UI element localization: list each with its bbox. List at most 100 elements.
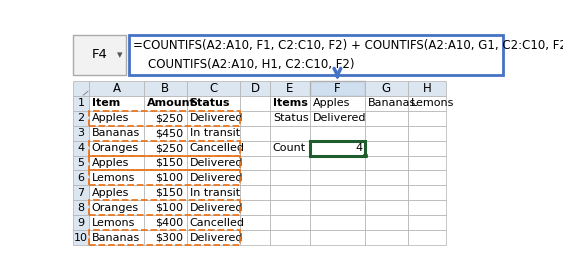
Bar (240, 81, 270, 96)
Bar (186, 155, 240, 170)
Bar (240, 155, 270, 170)
Text: Delivered: Delivered (313, 113, 367, 123)
Bar (310, 141, 365, 155)
Bar (408, 111, 446, 126)
Text: Items: Items (272, 98, 307, 108)
Bar (408, 185, 446, 200)
Text: $250: $250 (155, 143, 184, 153)
Bar (270, 200, 310, 215)
Bar (310, 81, 365, 96)
Bar (129, 35, 503, 75)
Bar (365, 155, 408, 170)
Bar (73, 200, 89, 215)
Bar (89, 185, 144, 200)
Bar (144, 126, 186, 141)
Text: Apples: Apples (92, 188, 129, 198)
Bar (73, 81, 89, 96)
Bar (240, 141, 270, 155)
Bar (73, 141, 89, 155)
Bar (89, 81, 144, 96)
Bar (270, 126, 310, 141)
Text: Bananas: Bananas (368, 98, 417, 108)
Bar (270, 215, 310, 230)
Text: Bananas: Bananas (92, 232, 140, 243)
Text: Delivered: Delivered (190, 173, 243, 183)
Text: Bananas: Bananas (92, 128, 140, 138)
Text: 2: 2 (78, 113, 84, 123)
Text: 10: 10 (74, 232, 88, 243)
Text: Amount: Amount (148, 98, 196, 108)
Bar (89, 200, 240, 215)
Text: $450: $450 (155, 128, 184, 138)
Text: 4: 4 (355, 143, 362, 153)
Bar (240, 185, 270, 200)
Text: F: F (334, 82, 341, 95)
Bar (89, 96, 144, 111)
Bar (363, 154, 367, 157)
Bar (270, 96, 310, 111)
Bar (365, 111, 408, 126)
Text: 6: 6 (78, 173, 84, 183)
Bar (186, 200, 240, 215)
Bar (270, 230, 310, 245)
Bar (365, 81, 408, 96)
Text: $300: $300 (155, 232, 184, 243)
Bar (73, 111, 89, 126)
Bar (310, 170, 365, 185)
Bar (73, 170, 89, 185)
Text: Item: Item (92, 98, 120, 108)
Bar (365, 185, 408, 200)
Bar (186, 81, 240, 96)
Bar (240, 215, 270, 230)
Bar (89, 111, 144, 126)
Text: G: G (382, 82, 391, 95)
Text: Delivered: Delivered (190, 232, 243, 243)
Text: Lemons: Lemons (92, 173, 135, 183)
Text: $400: $400 (155, 218, 184, 228)
Bar (73, 215, 89, 230)
Bar (310, 215, 365, 230)
Bar (186, 215, 240, 230)
Text: A: A (113, 82, 120, 95)
Text: Apples: Apples (313, 98, 350, 108)
Bar (365, 96, 408, 111)
Bar (408, 96, 446, 111)
Bar (89, 126, 144, 141)
Text: 7: 7 (78, 188, 84, 198)
Bar (310, 155, 365, 170)
Bar (89, 230, 144, 245)
Text: Count: Count (272, 143, 306, 153)
Text: Cancelled: Cancelled (190, 143, 244, 153)
Bar (365, 126, 408, 141)
Bar (73, 126, 89, 141)
Bar (408, 141, 446, 155)
Bar (144, 230, 186, 245)
Text: Status: Status (190, 98, 230, 108)
Bar (270, 81, 310, 96)
Text: E: E (286, 82, 293, 95)
Text: 5: 5 (78, 158, 84, 168)
Bar (89, 170, 144, 185)
Bar (310, 200, 365, 215)
Text: $250: $250 (155, 113, 184, 123)
Bar (270, 155, 310, 170)
Bar (89, 200, 144, 215)
Text: $150: $150 (155, 158, 184, 168)
Bar (365, 215, 408, 230)
Bar (270, 141, 310, 155)
Bar (89, 170, 240, 185)
Bar (186, 230, 240, 245)
Bar (240, 96, 270, 111)
Bar (240, 170, 270, 185)
Bar (310, 96, 365, 111)
Text: In transit: In transit (190, 128, 240, 138)
Bar (408, 170, 446, 185)
Bar (73, 35, 126, 75)
Bar (89, 155, 144, 170)
Bar (240, 200, 270, 215)
Bar (89, 230, 240, 245)
Text: 8: 8 (78, 203, 84, 213)
Bar (144, 170, 186, 185)
Bar (365, 230, 408, 245)
Bar (408, 155, 446, 170)
